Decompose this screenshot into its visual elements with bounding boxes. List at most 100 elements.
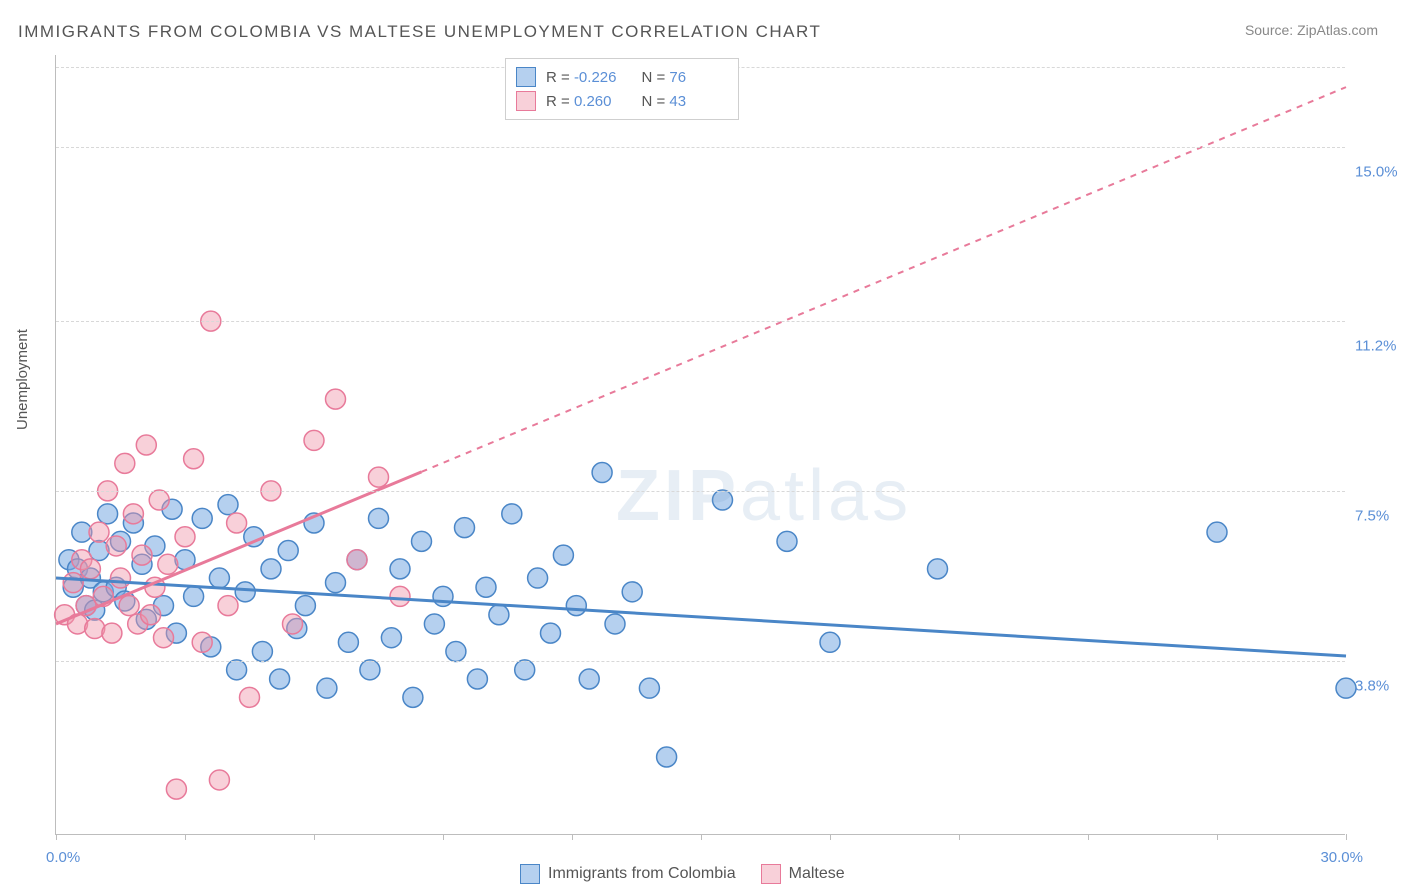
scatter-point [89,522,109,542]
scatter-point [240,687,260,707]
legend-item: Immigrants from Colombia [520,864,736,884]
x-tick [314,834,315,840]
plot-area: ZIPatlas 3.8%7.5%11.2%15.0%0.0%30.0% [55,55,1345,835]
x-tick [185,834,186,840]
scatter-point [579,669,599,689]
scatter-point [592,463,612,483]
scatter-point [270,669,290,689]
gridline [56,491,1345,492]
scatter-point [115,453,135,473]
scatter-point [119,596,139,616]
legend-label: Immigrants from Colombia [548,865,736,883]
y-tick-label: 11.2% [1355,338,1396,355]
gridline [56,147,1345,148]
series-legend: Immigrants from Colombia Maltese [520,864,845,884]
scatter-point [424,614,444,634]
scatter-point [515,660,535,680]
chart-container: IMMIGRANTS FROM COLOMBIA VS MALTESE UNEM… [0,0,1406,892]
scatter-point [360,660,380,680]
scatter-point [381,628,401,648]
swatch-blue-icon [520,864,540,884]
scatter-point [820,632,840,652]
scatter-point [63,573,83,593]
scatter-point [278,541,298,561]
legend-stat-row: R = -0.226 N = 76 [516,65,724,89]
scatter-point [412,531,432,551]
scatter-point [184,449,204,469]
scatter-point [1207,522,1227,542]
scatter-point [713,490,733,510]
scatter-point [528,568,548,588]
legend-label: Maltese [789,865,845,883]
y-tick-label: 7.5% [1355,507,1389,524]
scatter-point [338,632,358,652]
scatter-point [777,531,797,551]
gridline [56,321,1345,322]
trend-line [56,578,1346,656]
scatter-point [136,435,156,455]
scatter-point [433,586,453,606]
source-attribution: Source: ZipAtlas.com [1245,22,1378,38]
scatter-point [295,596,315,616]
gridline [56,661,1345,662]
scatter-point [123,504,143,524]
scatter-point [166,779,186,799]
scatter-point [149,490,169,510]
scatter-point [158,554,178,574]
swatch-pink-icon [516,91,536,111]
legend-stat-row: R = 0.260 N = 43 [516,89,724,113]
scatter-point [192,508,212,528]
chart-title: IMMIGRANTS FROM COLOMBIA VS MALTESE UNEM… [18,22,821,42]
scatter-point [1336,678,1356,698]
scatter-point [218,596,238,616]
y-axis-label: Unemployment [14,329,31,430]
scatter-point [184,586,204,606]
scatter-point [154,628,174,648]
scatter-point [455,518,475,538]
scatter-point [111,568,131,588]
scatter-point [403,687,423,707]
scatter-point [227,513,247,533]
scatter-point [102,623,122,643]
scatter-point [446,641,466,661]
correlation-legend: R = -0.226 N = 76 R = 0.260 N = 43 [505,58,739,120]
x-tick [1346,834,1347,840]
x-tick [830,834,831,840]
swatch-pink-icon [761,864,781,884]
scatter-point [227,660,247,680]
scatter-point [141,605,161,625]
x-tick [1217,834,1218,840]
scatter-point [209,770,229,790]
scatter-point [369,508,389,528]
legend-item: Maltese [761,864,845,884]
legend-stat-text: R = 0.260 N = 43 [546,93,724,110]
x-tick-label: 0.0% [46,849,80,866]
plot-svg [56,55,1345,834]
scatter-point [369,467,389,487]
x-tick [572,834,573,840]
x-tick [1088,834,1089,840]
scatter-point [467,669,487,689]
scatter-point [304,430,324,450]
scatter-point [476,577,496,597]
scatter-point [928,559,948,579]
scatter-point [132,545,152,565]
scatter-point [98,504,118,524]
x-tick [959,834,960,840]
scatter-point [80,559,100,579]
scatter-point [317,678,337,698]
trend-line-dashed [422,87,1347,472]
scatter-point [175,527,195,547]
scatter-point [390,559,410,579]
x-tick [443,834,444,840]
scatter-point [502,504,522,524]
scatter-point [283,614,303,634]
scatter-point [252,641,272,661]
legend-stat-text: R = -0.226 N = 76 [546,69,724,86]
scatter-point [541,623,561,643]
scatter-point [326,573,346,593]
x-tick [701,834,702,840]
scatter-point [261,559,281,579]
scatter-point [390,586,410,606]
scatter-point [566,596,586,616]
